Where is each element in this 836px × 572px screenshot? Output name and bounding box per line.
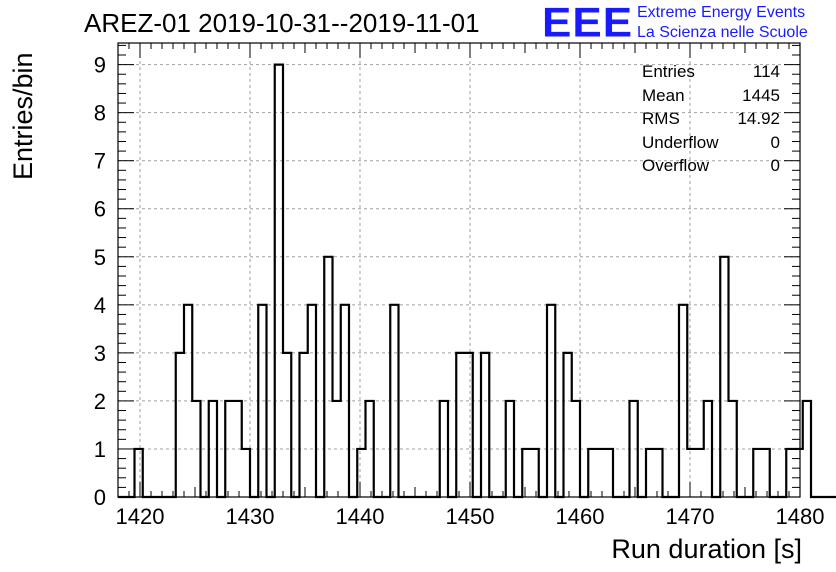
histogram-bin (753, 449, 761, 497)
histogram-bin (696, 449, 704, 497)
y-tick-label: 7 (94, 149, 106, 174)
stat-value: 114 (752, 62, 780, 81)
x-tick-label: 1470 (666, 504, 715, 529)
chart-title: AREZ-01 2019-10-31--2019-11-01 (84, 8, 480, 38)
x-axis-label: Run duration [s] (611, 534, 802, 564)
histogram-bin (564, 353, 572, 497)
histogram-bin (176, 353, 184, 497)
histogram-bin (654, 449, 662, 497)
stat-label: Entries (642, 62, 695, 81)
histogram-bin (357, 449, 365, 497)
histogram-bin (597, 449, 605, 497)
stat-label: Mean (642, 85, 685, 105)
histogram-bin (803, 401, 811, 497)
x-tick-label: 1420 (116, 504, 165, 529)
histogram-bin (588, 449, 596, 497)
histogram-bin (786, 449, 794, 497)
stat-value: 14.92 (737, 109, 780, 128)
y-tick-label: 6 (94, 197, 106, 222)
stat-label: Underflow (642, 132, 719, 152)
stat-value: 0 (770, 156, 780, 175)
histogram-bin (795, 449, 803, 497)
x-tick-label: 1450 (446, 504, 495, 529)
stat-row-underflow: Underflow 0 (642, 131, 780, 155)
histogram-bin (465, 353, 473, 497)
stat-value: 0 (770, 132, 780, 152)
histogram-bin (283, 353, 291, 497)
logo-subtitle-line2: La Scienza nelle Scuole (637, 24, 808, 41)
axis-ticks: 1420 1430 1440 1450 1460 1470 1480 0 1 2 3 4 5 6 7 8 9 (94, 43, 825, 529)
histogram-bin (605, 449, 613, 497)
eee-logo: EEE (542, 0, 634, 46)
histogram-bin (687, 449, 695, 497)
histogram-bin (481, 353, 489, 497)
x-tick-label: 1430 (226, 504, 275, 529)
histogram-bin (324, 257, 332, 497)
histogram-bin (720, 257, 728, 497)
histogram-outline (118, 63, 836, 499)
y-tick-label: 3 (94, 341, 106, 366)
histogram-bin (300, 353, 308, 497)
y-tick-label: 1 (94, 437, 106, 462)
histogram-bars (118, 63, 836, 499)
histogram-bin (242, 449, 250, 497)
x-tick-label: 1440 (336, 504, 385, 529)
histogram-bin (135, 449, 143, 497)
histogram-bin (646, 449, 654, 497)
stat-value: 1445 (742, 85, 780, 105)
stat-label: RMS (642, 109, 680, 128)
stat-label: Overflow (642, 156, 710, 175)
x-tick-label: 1480 (776, 504, 825, 529)
y-tick-label: 2 (94, 389, 106, 414)
y-axis-label: Entries/bin (8, 52, 38, 180)
y-tick-label: 5 (94, 245, 106, 270)
x-tick-label: 1460 (556, 504, 605, 529)
stats-box: Entries 114 Mean 1445 RMS 14.92 Underflo… (642, 60, 780, 178)
stat-row-entries: Entries 114 (642, 60, 780, 84)
y-tick-label: 4 (94, 293, 106, 318)
stat-row-mean: Mean 1445 (642, 84, 780, 108)
stat-row-overflow: Overflow 0 (642, 154, 780, 178)
histogram-bin (275, 65, 283, 497)
logo-subtitle-line1: Extreme Energy Events (637, 4, 806, 21)
y-tick-label: 8 (94, 101, 106, 126)
histogram-bin (456, 353, 464, 497)
histogram-bin (531, 449, 539, 497)
y-tick-label: 0 (94, 485, 106, 510)
histogram-bin (522, 449, 530, 497)
y-tick-label: 9 (94, 53, 106, 78)
stat-row-rms: RMS 14.92 (642, 107, 780, 131)
histogram-bin (762, 449, 770, 497)
